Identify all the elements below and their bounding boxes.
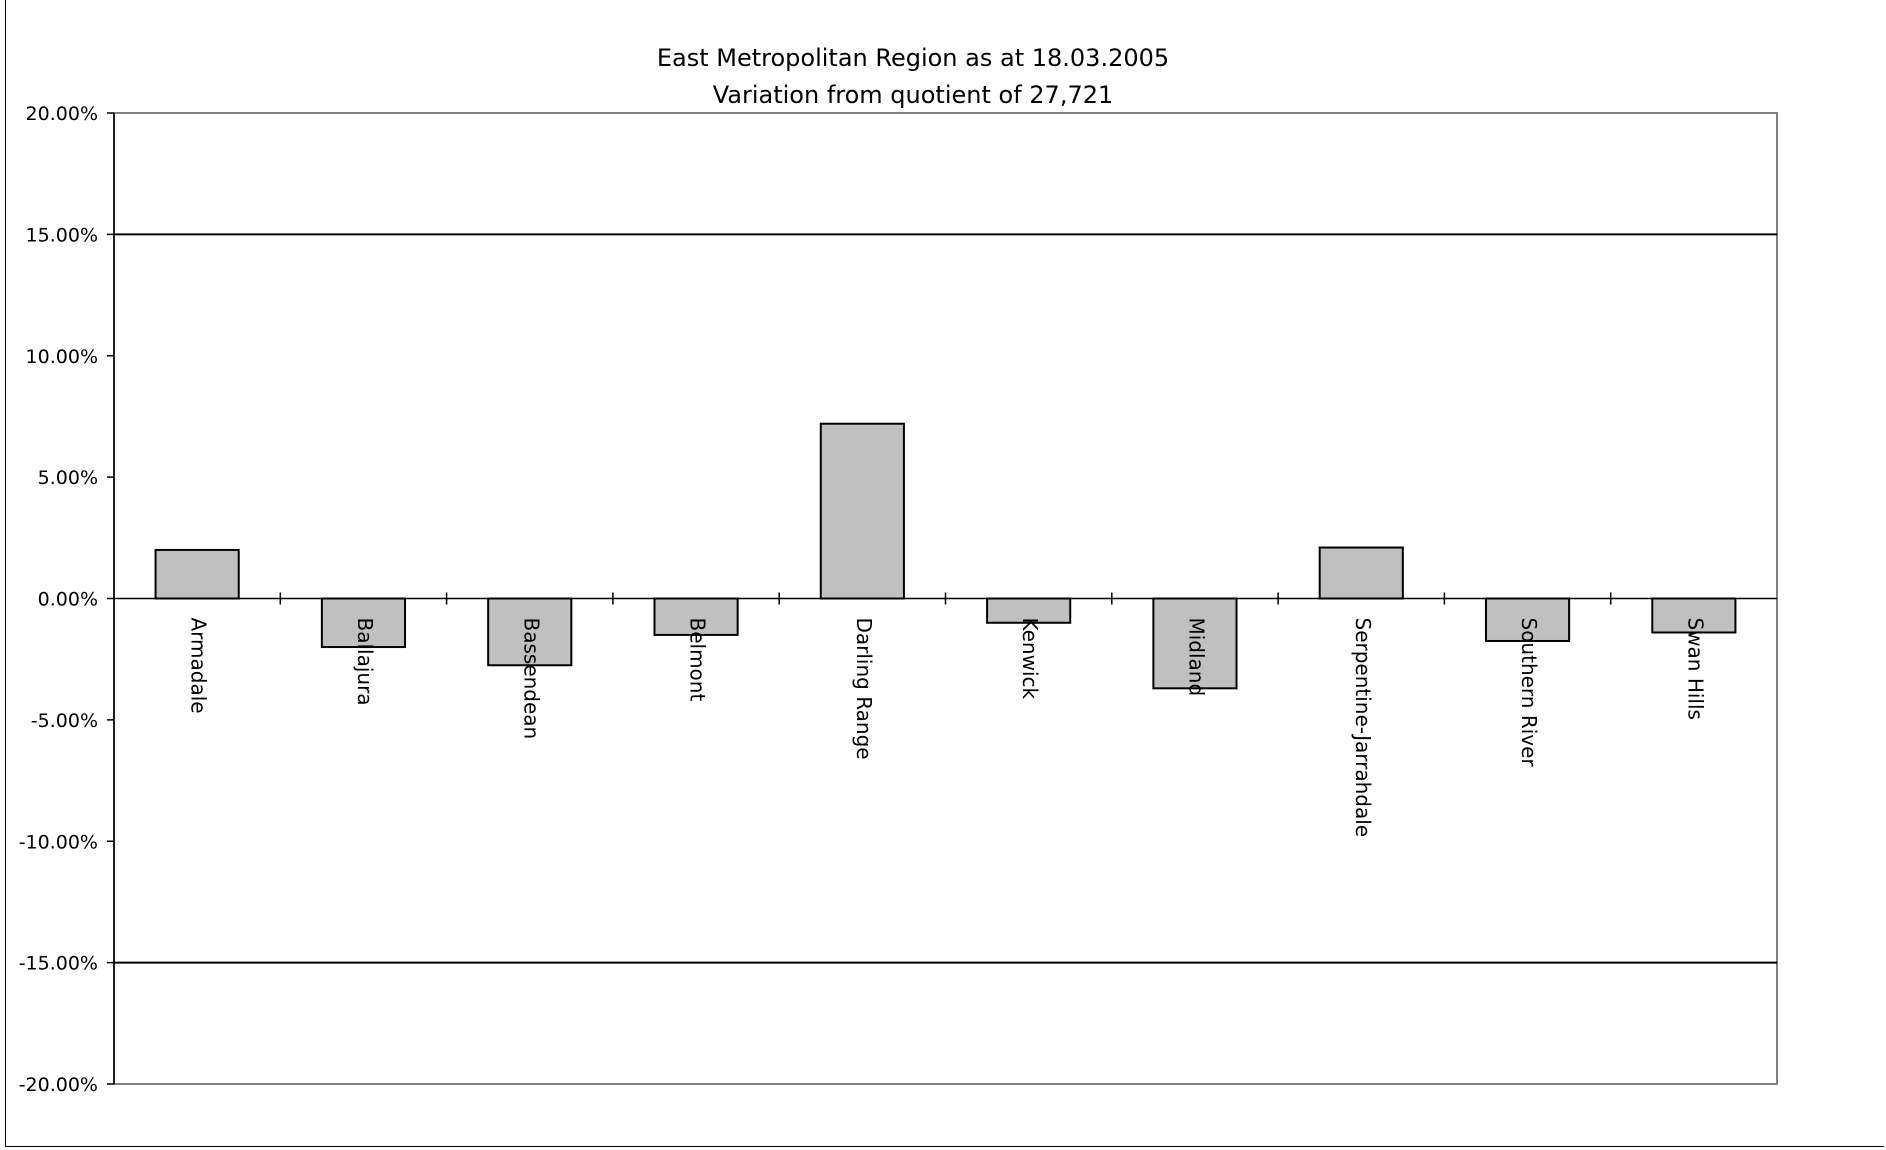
y-tick-label: 10.00% — [26, 346, 98, 368]
bar — [320, 597, 407, 649]
category-label: Armadale — [187, 618, 211, 714]
category-label: Darling Range — [852, 618, 876, 760]
bar — [1651, 597, 1737, 634]
category-label: Serpentine-Jarrahdale — [1351, 618, 1375, 838]
y-axis: 20.00% 15.00% 10.00% 5.00% 0.00% -5.00% -10.00… — [19, 103, 115, 1096]
bar — [986, 597, 1072, 624]
chart-frame — [5, 0, 1884, 1147]
reference-lines — [114, 233, 1777, 964]
x-axis — [114, 592, 1777, 605]
category-label: Kenwick — [1018, 618, 1042, 700]
chart-title-line2: Variation from quotient of 27,721 — [713, 81, 1114, 109]
category-label: Midland — [1184, 618, 1208, 697]
category-label: Southern River — [1517, 618, 1541, 768]
category-labels: Armadale Ballajura Bassendean Belmont Darlin… — [187, 618, 1708, 838]
bar — [819, 422, 905, 600]
bar — [1318, 546, 1404, 600]
y-tick-label: -5.00% — [31, 710, 98, 732]
bar — [1484, 597, 1571, 642]
chart-title-line1: East Metropolitan Region as at 18.03.200… — [657, 44, 1169, 72]
bar — [1152, 597, 1238, 690]
y-tick-label: -20.00% — [19, 1074, 98, 1096]
bar — [653, 597, 739, 636]
bar — [487, 597, 573, 667]
category-label: Swan Hills — [1683, 618, 1707, 720]
y-tick-label: 15.00% — [26, 224, 98, 246]
y-tick-label: 0.00% — [38, 589, 98, 611]
y-tick-label: -15.00% — [19, 953, 98, 975]
category-label: Belmont — [686, 618, 710, 702]
bars — [154, 422, 1737, 690]
y-tick-label: -10.00% — [19, 831, 98, 853]
category-label: Bassendean — [519, 618, 543, 740]
y-tick-label: 5.00% — [38, 467, 98, 489]
bar — [154, 548, 240, 600]
category-label: Ballajura — [353, 618, 377, 706]
y-tick-label: 20.00% — [26, 103, 98, 125]
